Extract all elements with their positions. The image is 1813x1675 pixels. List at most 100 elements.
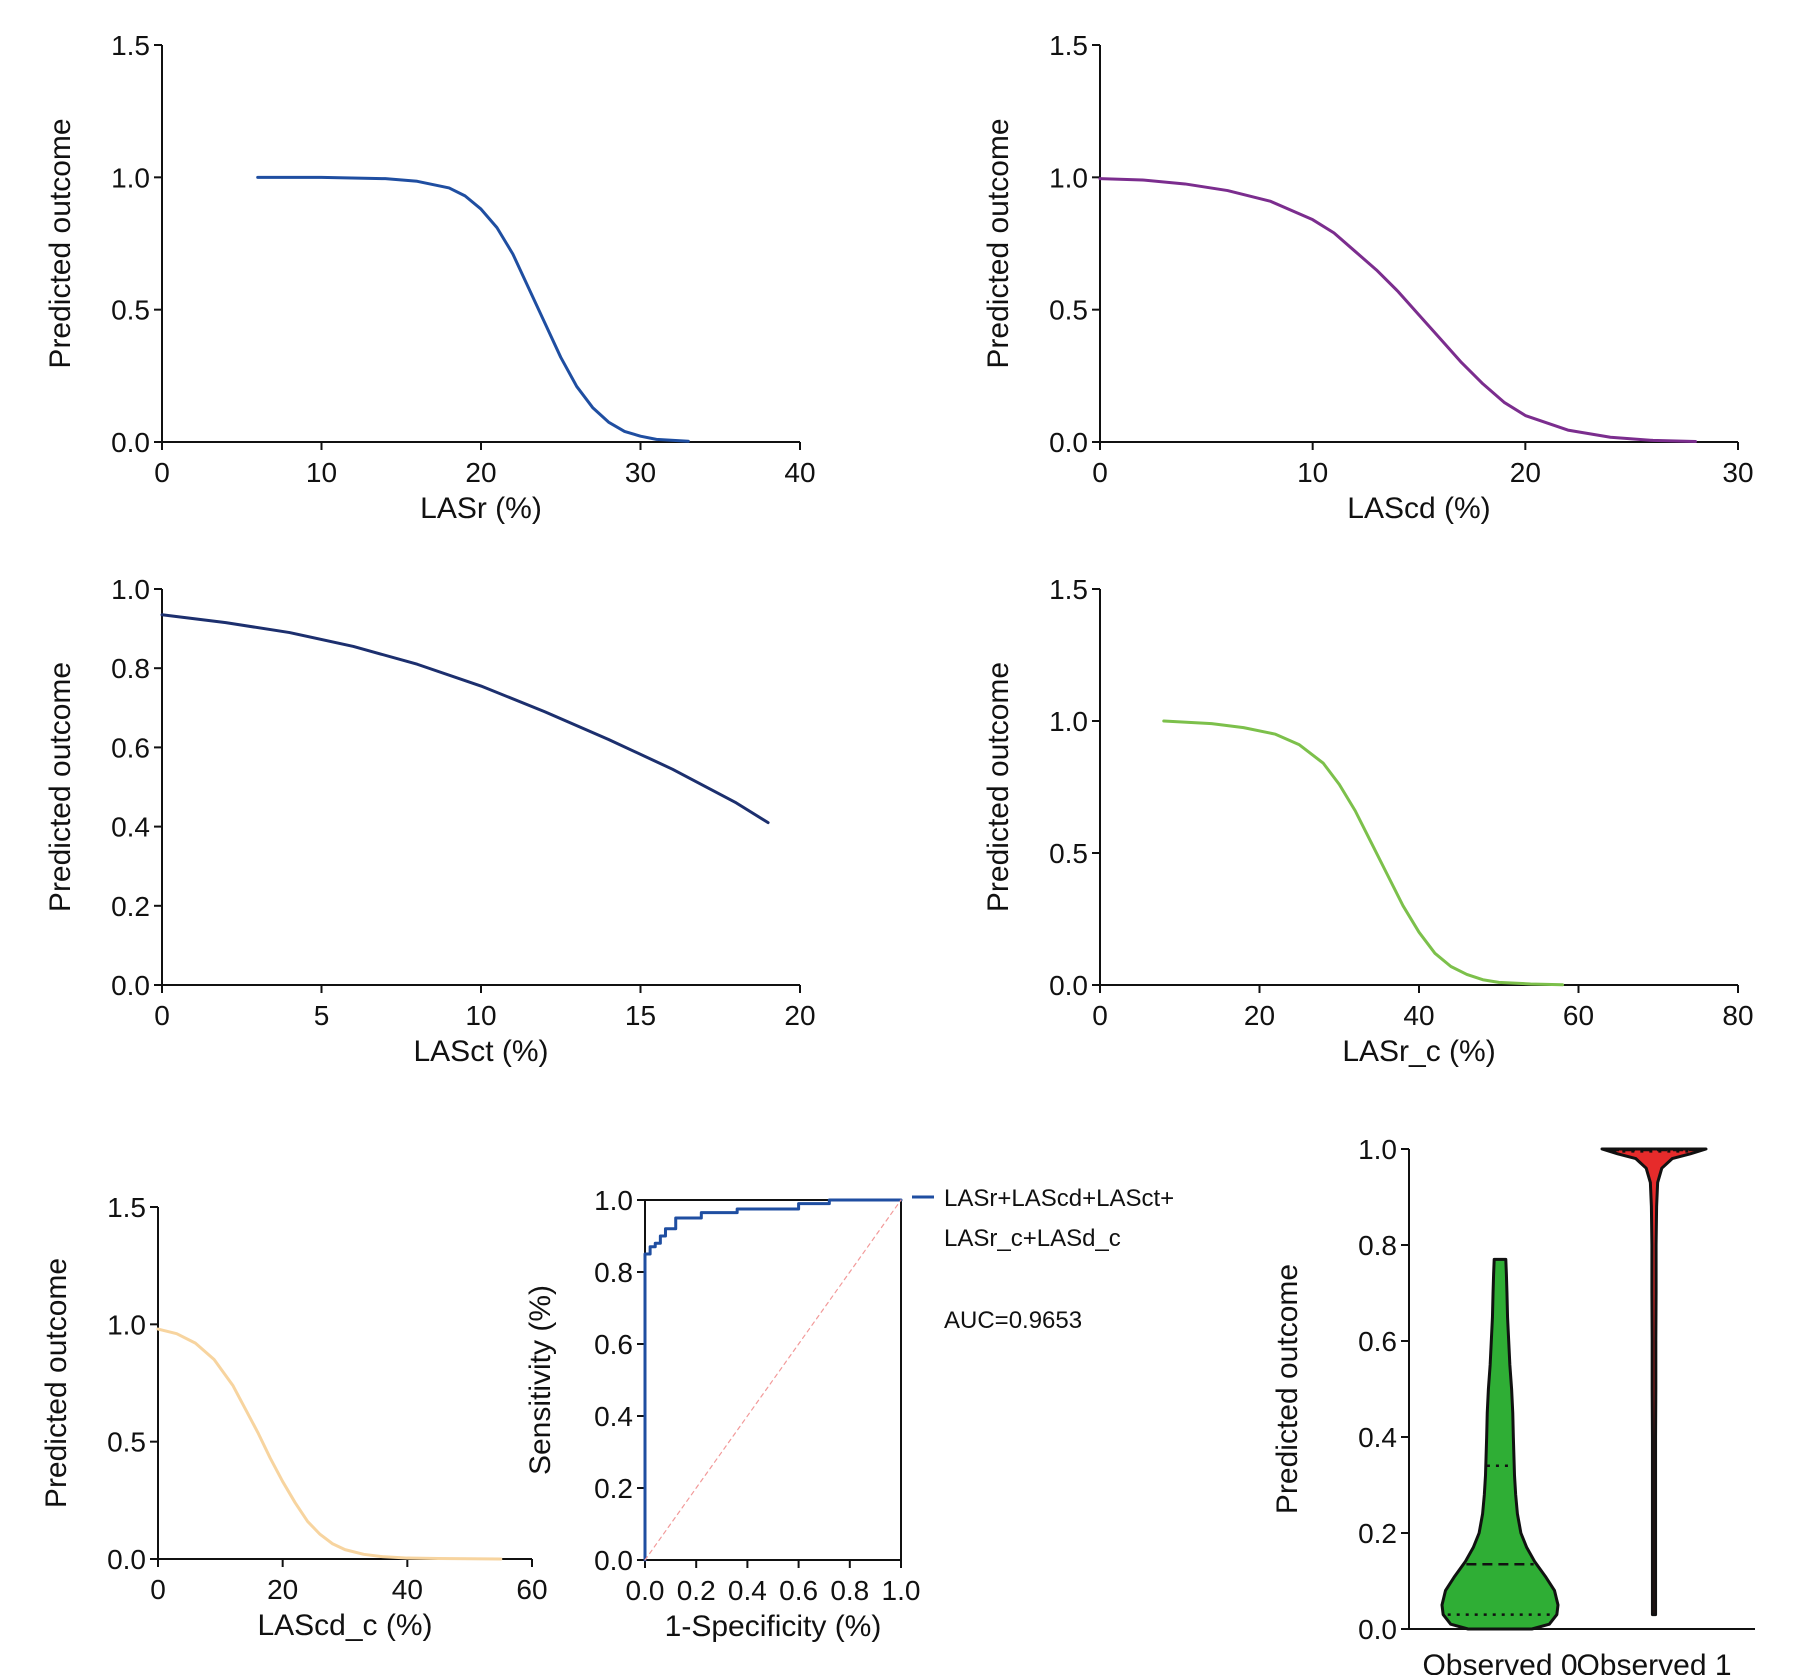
plot-lasr <box>256 175 690 443</box>
series-line-roc-point <box>700 1211 703 1214</box>
y-tick-label: 0.0 <box>107 1544 146 1575</box>
y-tick-label: 1.0 <box>111 162 150 193</box>
plot-lasct <box>160 613 770 825</box>
y-tick-label: 0.5 <box>1049 838 1088 869</box>
series-line-lascd_c-point <box>468 1557 471 1560</box>
y-tick-label: 1.5 <box>111 30 150 61</box>
series-line-lascd_c-point <box>269 1457 272 1460</box>
y-axis-title: Predicted outcome <box>1271 1264 1304 1514</box>
series-line-lasr-point <box>480 208 483 211</box>
y-tick-label: 0.6 <box>111 732 150 763</box>
plot-lascd <box>1098 177 1697 443</box>
series-line-lascd-point <box>1269 200 1272 203</box>
series-line-lascd_c-point <box>194 1342 197 1345</box>
series-line-roc-point <box>654 1242 657 1245</box>
series-line-roc-point <box>828 1199 831 1202</box>
x-tick-label: 80 <box>1722 1000 1753 1031</box>
series-line-lasr_c-point <box>1402 904 1405 907</box>
series-line-roc <box>643 1198 903 1562</box>
y-tick-label: 0.8 <box>594 1257 633 1288</box>
series-line-lasct-point <box>416 663 419 666</box>
x-tick-label: 0 <box>154 457 170 488</box>
series-line-lasr_c <box>1162 719 1565 987</box>
series-line-lascd_c-point <box>406 1557 409 1560</box>
series-line-roc-point <box>736 1211 739 1214</box>
legend-label-line1: LASr+LAScd+LASct+ <box>944 1185 1174 1212</box>
series-line-lasr_c-point <box>1274 733 1277 736</box>
y-axis-title: Predicted outcome <box>44 118 77 368</box>
series-line-lasct-point <box>161 613 164 616</box>
series-line-lascd-point <box>1481 382 1484 385</box>
y-tick-label: 1.0 <box>111 574 150 605</box>
series-line-lasr-point <box>655 438 658 441</box>
y-tick-label: 1.0 <box>107 1309 146 1340</box>
x-tick-label: 30 <box>1722 457 1753 488</box>
series-line-lasr_c-point <box>1465 973 1468 976</box>
series-line-lascd-point <box>1099 177 1102 180</box>
y-tick-label: 0.4 <box>594 1401 633 1432</box>
x-tick-label: 0.8 <box>830 1575 869 1606</box>
series-line-roc-point <box>674 1217 677 1220</box>
x-axis-title: LASr_c (%) <box>1342 1035 1495 1068</box>
plot-roc <box>643 1198 903 1562</box>
x-tick-label: 0 <box>154 1000 170 1031</box>
x-tick-label: 10 <box>1297 457 1328 488</box>
legend: LASr+LAScd+LASct+ LASr_c+LASd_c AUC=0.9653 <box>912 1185 1174 1334</box>
series-line-lasr-point <box>511 253 514 256</box>
series-line-lasr_c-point <box>1210 722 1213 725</box>
series-line-lasr-point <box>384 177 387 180</box>
x-tick-label: 20 <box>1244 1000 1275 1031</box>
x-tick-label: 30 <box>625 457 656 488</box>
series-line-lasct-point <box>288 631 291 634</box>
series-line-lasct-point <box>607 738 610 741</box>
series-line-lasr-point <box>320 176 323 179</box>
series-line-lascd_c-point <box>244 1407 247 1410</box>
series-line-lascd_c-point <box>213 1358 216 1361</box>
y-tick-label: 1.5 <box>1049 574 1088 605</box>
y-tick-label: 0.8 <box>1358 1230 1397 1261</box>
series-line-lasct-point <box>671 768 674 771</box>
y-tick-label: 0.2 <box>594 1473 633 1504</box>
x-axis-title: LAScd (%) <box>1347 492 1490 525</box>
y-tick-label: 0.6 <box>1358 1326 1397 1357</box>
series-line-roc-point <box>700 1217 703 1220</box>
y-tick-label: 1.5 <box>1049 30 1088 61</box>
series-line-roc-point <box>674 1227 677 1230</box>
series-line-lasct-point <box>352 645 355 648</box>
y-tick-label: 0.2 <box>1358 1518 1397 1549</box>
x-tick-label: 0.6 <box>779 1575 818 1606</box>
series-line-lasr_c-point <box>1322 762 1325 765</box>
series-line-lascd-point <box>1503 401 1506 404</box>
series-line-lascd-point <box>1524 414 1527 417</box>
series-line-lasr-point <box>527 287 530 290</box>
violin-body <box>1440 1257 1560 1631</box>
axes-lascd: 0.0 0.5 1.0 1.5 0 10 20 30 LAScd (%) Predicted ou… <box>982 30 1754 525</box>
series-line-lasr_c-point <box>1418 931 1421 934</box>
x-tick-label: 20 <box>465 457 496 488</box>
y-axis-title: Predicted outcome <box>40 1258 73 1508</box>
y-tick-label: 0.4 <box>111 812 150 843</box>
series-line-lasr_c-point <box>1497 981 1500 984</box>
series-line-lasr-point <box>575 385 578 388</box>
series-line-lasr-point <box>687 440 690 443</box>
series-line-roc-point <box>649 1253 652 1256</box>
series-line-roc-point <box>736 1208 739 1211</box>
series-line-lasr_c-point <box>1529 982 1532 985</box>
series-line-lasr-point <box>464 194 467 197</box>
x-tick-label: 0.0 <box>626 1575 665 1606</box>
series-line-lascd-point <box>1439 337 1442 340</box>
series-line-lasr-point <box>623 430 626 433</box>
x-tick-label: 40 <box>392 1574 423 1605</box>
series-line-lasr_c-point <box>1298 743 1301 746</box>
y-tick-label: 0.4 <box>1358 1422 1397 1453</box>
series-line-lasr-point <box>607 421 610 424</box>
x-tick-label: 5 <box>314 1000 330 1031</box>
legend-label-line2: LASr_c+LASd_c <box>944 1225 1121 1252</box>
y-axis-title: Predicted outcome <box>982 118 1015 368</box>
series-line-lascd-point <box>1609 436 1612 439</box>
series-line-lascd_c-point <box>362 1553 365 1556</box>
x-axis-title: 1-Specificity (%) <box>665 1610 882 1643</box>
y-tick-label: 0.5 <box>1049 295 1088 326</box>
